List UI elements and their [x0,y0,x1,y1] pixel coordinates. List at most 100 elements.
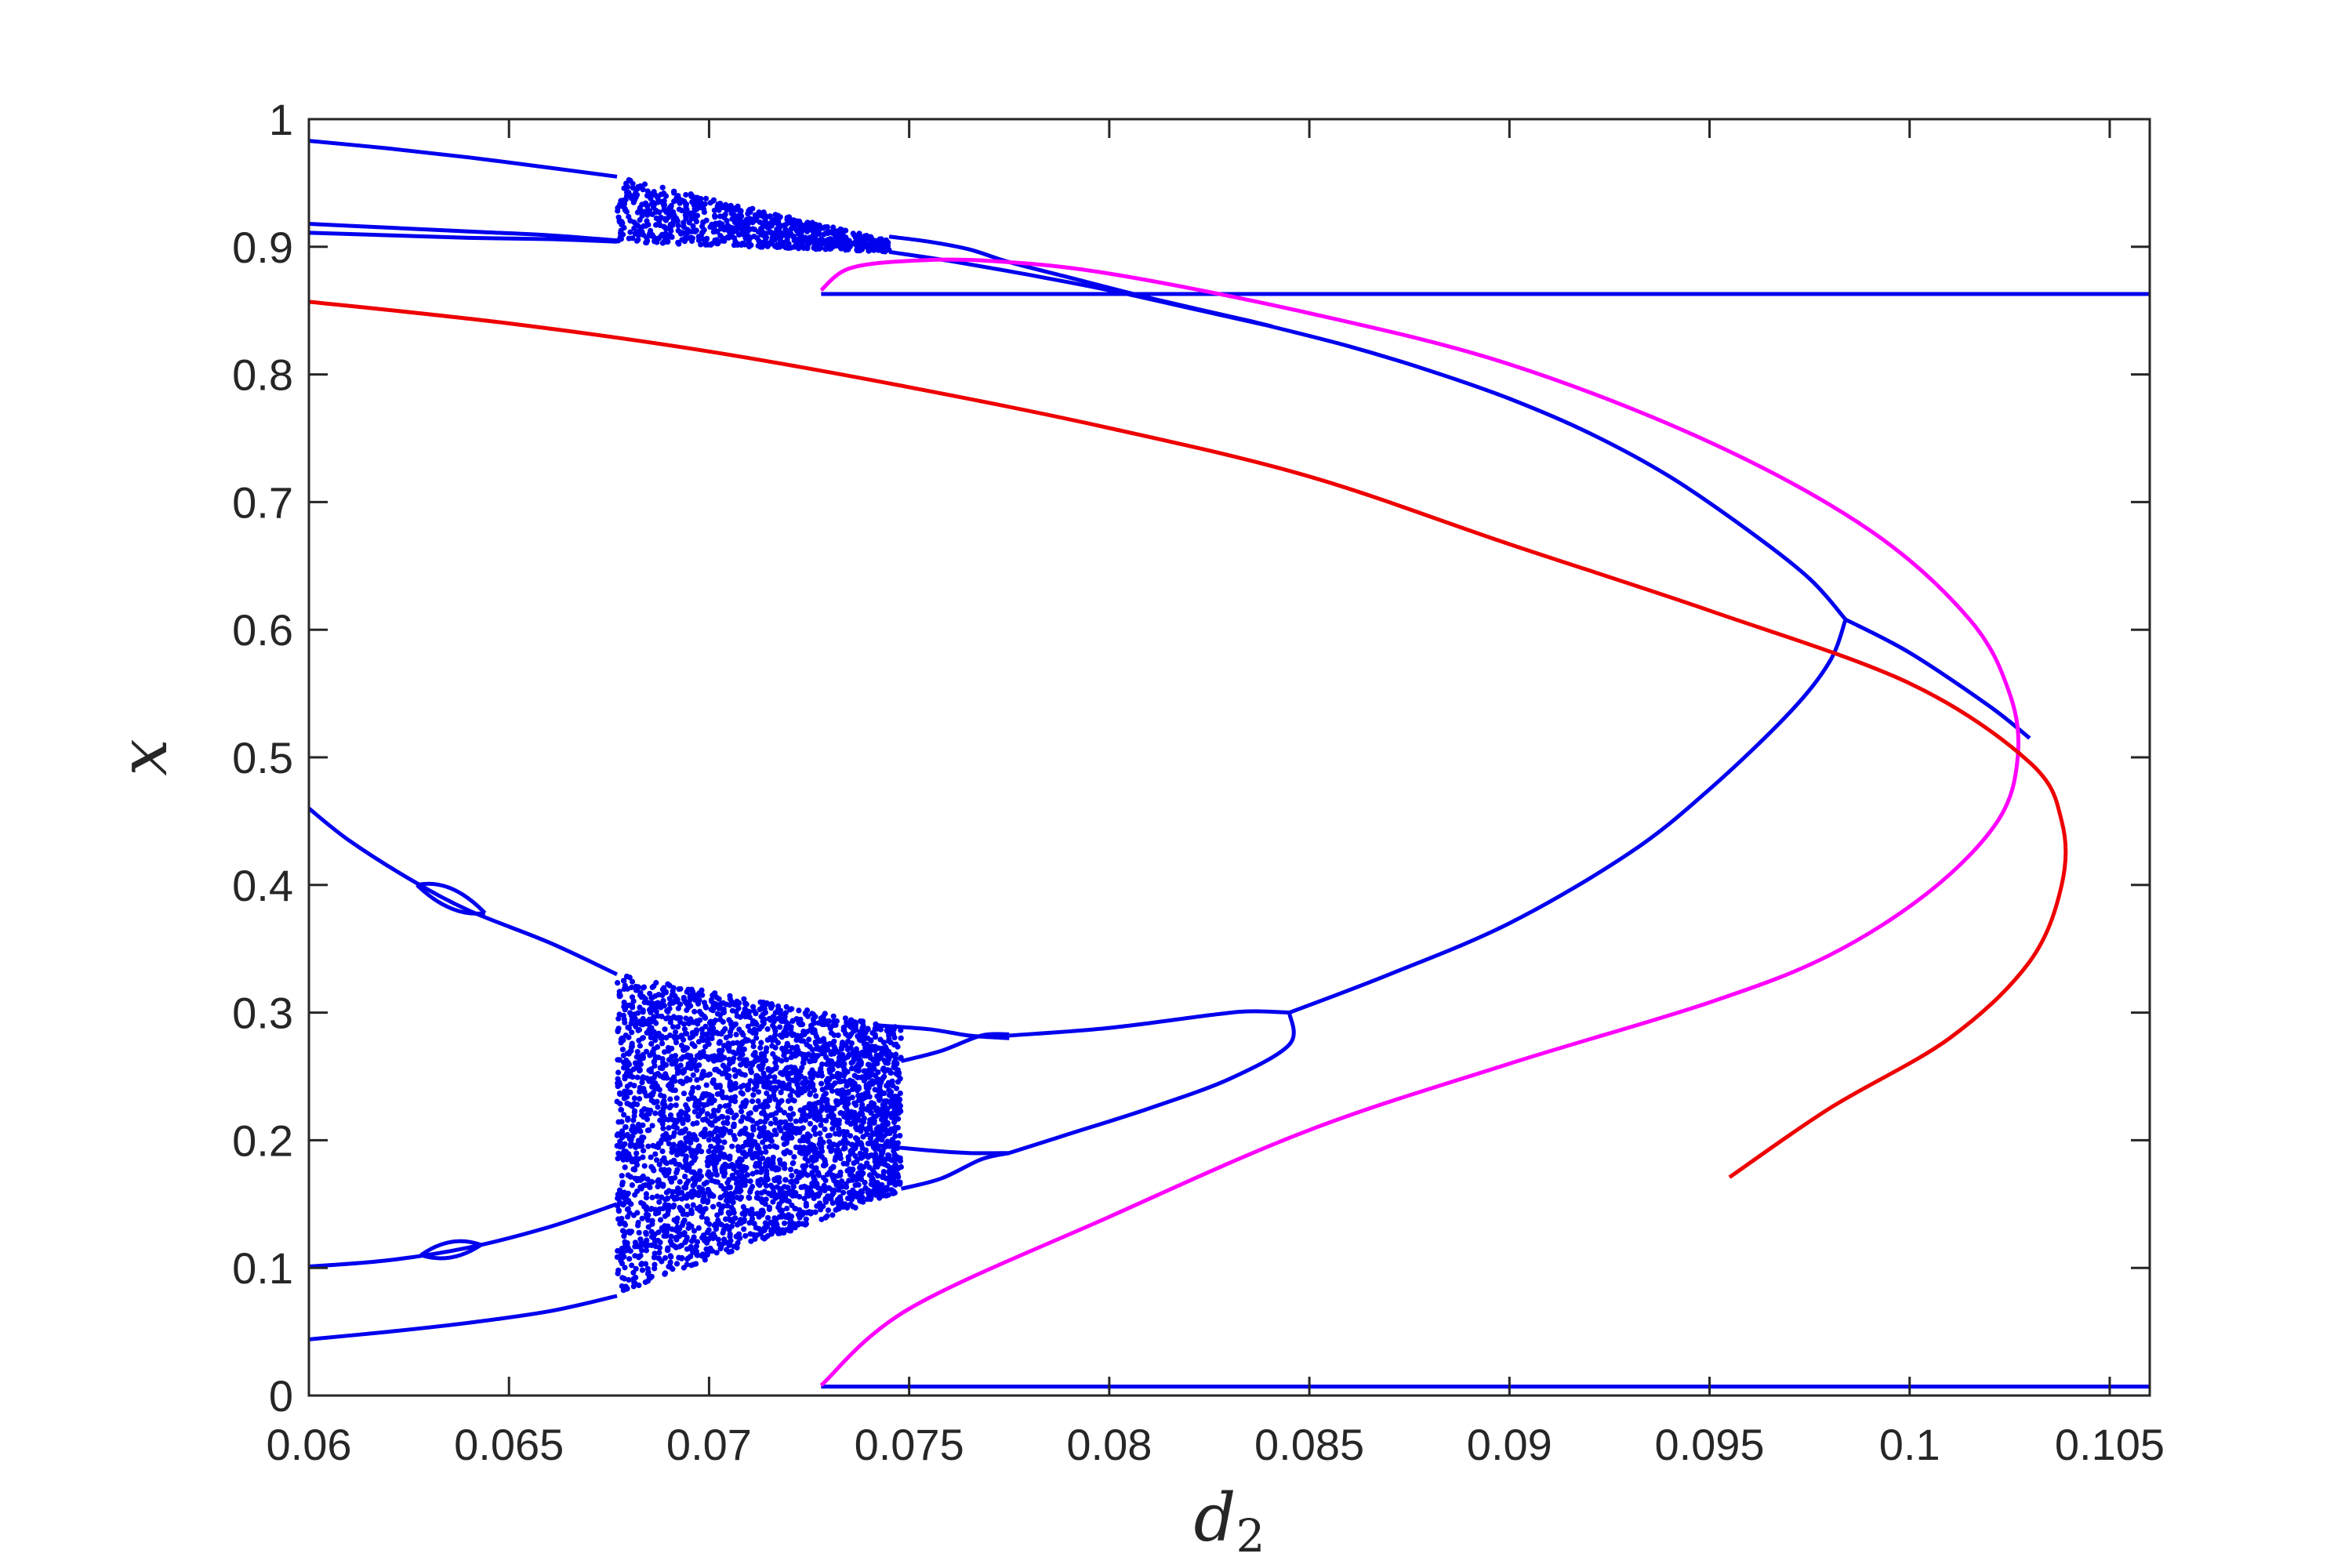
chaos-point [661,201,668,208]
chaos-point [682,1030,689,1036]
chaos-point [791,1154,797,1160]
chaos-point [684,1000,690,1007]
chaos-point [750,1029,756,1036]
chaos-point [648,1178,655,1185]
chaos-point [665,1116,672,1123]
chaos-point [664,1196,670,1202]
chaos-point [712,1221,719,1228]
chaos-point [798,1073,804,1080]
chaos-point [880,1065,887,1072]
chaos-point [650,190,656,197]
chaos-point [649,1123,655,1129]
chaos-point [803,1011,809,1018]
chaos-point [648,1206,654,1212]
chaos-point [820,1174,826,1181]
chaos-point [858,1128,864,1134]
chaos-point [706,1071,713,1077]
chaos-point [772,235,779,242]
chaos-point [688,1246,694,1252]
x-tick-label: 0.06 [267,1420,352,1469]
chaos-point [715,220,721,227]
chaos-point [671,190,677,196]
chaos-point [712,1167,719,1174]
chaos-point [716,1069,722,1075]
chaos-point [850,230,856,237]
chaos-point [630,1117,637,1123]
chaos-point [656,209,662,216]
chaos-point [883,1047,889,1053]
chaos-point [762,1201,768,1207]
y-tick-label: 0.2 [232,1116,293,1165]
chaos-point [774,244,781,250]
chaos-point [641,1163,648,1169]
chaos-point [827,1062,833,1068]
chaos-point [622,1283,629,1290]
chaos-point [777,1099,783,1105]
chaos-point [702,1127,708,1133]
chaos-point [800,1029,807,1035]
chaos-point [804,1191,811,1197]
chaos-point [631,1083,637,1089]
chaos-point [630,1074,636,1080]
chaos-point [750,1051,757,1058]
chaos-point [666,1264,672,1270]
chaos-point [699,1253,706,1259]
chaos-point [718,226,724,232]
chaos-point [731,1243,737,1250]
chaos-point [698,241,704,248]
chaos-point [880,1189,887,1196]
chaos-point [762,1098,768,1105]
chaos-point [703,1246,710,1252]
chaos-point [855,1181,862,1188]
chaos-point [626,1034,632,1040]
chaos-point [793,1192,799,1199]
chaos-point [751,1221,757,1227]
chaos-point [673,1015,680,1022]
chaos-point [652,1037,659,1044]
chaos-point [892,1171,898,1178]
chaos-point [691,194,698,201]
chaos-point [800,227,806,234]
chaos-point [890,1031,897,1037]
chaos-point [628,1229,635,1235]
chaos-point [670,209,677,216]
chaos-point [679,208,685,214]
chaos-point [673,1160,679,1167]
chaos-point [764,1045,770,1051]
chaos-point [738,1188,744,1194]
chaos-point [795,1092,801,1098]
chaos-point [746,216,753,222]
chaos-point [852,1204,858,1210]
chaos-point [806,238,812,245]
chaos-point [731,1163,737,1169]
chaos-point [732,1098,739,1105]
chaos-point [872,1131,878,1137]
chaos-point [627,1010,633,1016]
chaos-point [730,1040,736,1047]
chaos-point [886,1087,892,1093]
chaos-point [869,1177,875,1183]
chaos-point [753,1035,760,1041]
chaos-point [739,1176,745,1182]
chaos-point [835,1147,841,1153]
chaos-point [829,1212,836,1218]
chaos-point [880,1090,887,1096]
chaos-point [859,1074,866,1080]
chaos-point [724,218,730,224]
chaos-point [617,1091,623,1098]
y-tick-label: 0.7 [232,477,293,527]
chaos-point [619,1228,626,1234]
chaos-point [733,1112,739,1119]
chaos-point [657,1073,663,1079]
chaos-point [681,1128,688,1134]
chaos-point [897,1133,903,1139]
chaos-point [802,1146,808,1152]
chaos-point [661,1094,667,1100]
chaos-point [860,1153,866,1160]
chaos-point [726,1196,733,1203]
x-tick-label: 0.1 [1879,1420,1940,1469]
chaos-point [727,1002,733,1008]
chaos-point [724,1119,730,1125]
chaos-point [735,1069,741,1075]
chaos-point [798,223,804,229]
